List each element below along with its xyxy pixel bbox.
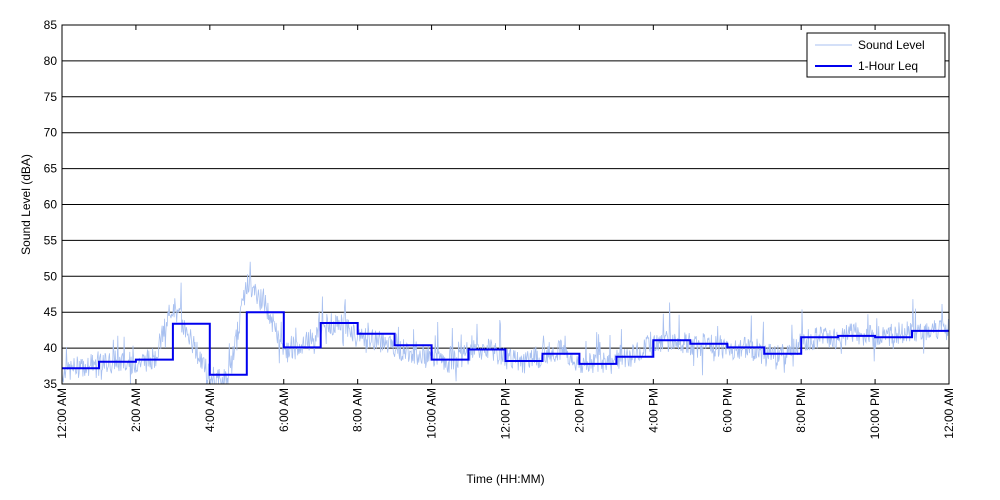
x-tick-label: 8:00 AM — [351, 388, 365, 432]
x-axis-ticks: 12:00 AM 2:00 AM 4:00 AM 6:00 AM 8:00 AM 10:0… — [55, 25, 956, 439]
y-tick-label: 75 — [44, 90, 58, 104]
legend: Sound Level 1-Hour Leq — [806, 32, 946, 78]
plot-series — [61, 261, 950, 386]
y-tick-label: 60 — [44, 198, 58, 212]
x-tick-label: 2:00 AM — [129, 388, 143, 432]
x-tick-label: 12:00 AM — [942, 388, 956, 439]
x-tick-label: 12:00 PM — [499, 388, 513, 439]
x-tick-label: 4:00 PM — [646, 388, 660, 433]
y-tick-label: 50 — [44, 269, 58, 283]
y-tick-label: 55 — [44, 233, 58, 247]
y-tick-label: 80 — [44, 54, 58, 68]
y-tick-label: 85 — [44, 18, 58, 32]
legend-label-sound-level: Sound Level — [858, 38, 925, 52]
x-tick-label: 6:00 AM — [277, 388, 291, 432]
x-tick-label: 6:00 PM — [720, 388, 734, 433]
y-tick-label: 40 — [44, 341, 58, 355]
y-axis-ticks: 35 40 45 50 55 60 65 70 75 80 85 — [44, 18, 58, 391]
x-tick-label: 10:00 PM — [868, 388, 882, 439]
x-tick-label: 10:00 AM — [425, 388, 439, 439]
y-axis-label: Sound Level (dBA) — [19, 154, 33, 255]
x-tick-label: 12:00 AM — [55, 388, 69, 439]
y-tick-label: 45 — [44, 305, 58, 319]
y-tick-label: 65 — [44, 162, 58, 176]
x-tick-label: 4:00 AM — [203, 388, 217, 432]
series-1-hour-leq — [62, 311, 949, 376]
y-tick-label: 35 — [44, 377, 58, 391]
x-axis-label: Time (HH:MM) — [466, 472, 544, 486]
plot-frame — [61, 24, 950, 385]
x-tick-label: 8:00 PM — [794, 388, 808, 433]
legend-label-1-hour-leq: 1-Hour Leq — [858, 59, 918, 73]
x-tick-label: 2:00 PM — [572, 388, 586, 433]
legend-box — [806, 32, 946, 78]
y-tick-label: 70 — [44, 126, 58, 140]
